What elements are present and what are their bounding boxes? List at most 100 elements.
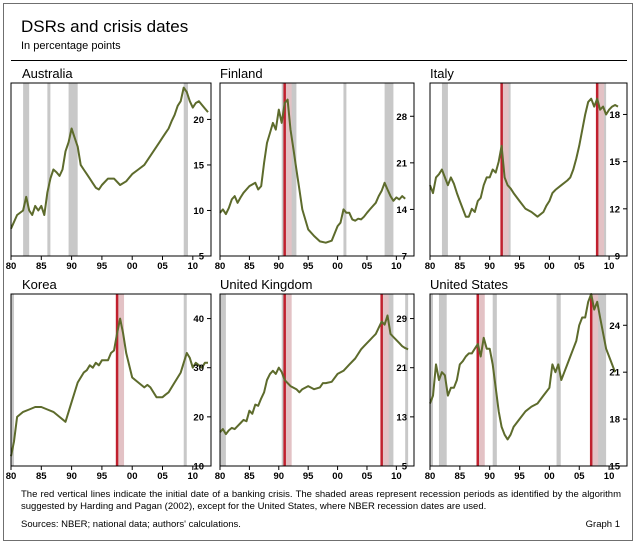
plot-border (219, 82, 415, 257)
crisis-shade-band (476, 294, 485, 466)
x-tick-label: 85 (36, 261, 47, 272)
recession-band (596, 294, 607, 466)
y-tick-label: 15 (609, 462, 620, 473)
x-tick-label: 95 (303, 471, 314, 482)
recession-band (68, 83, 78, 256)
recession-band (430, 294, 433, 466)
y-tick-label: 30 (193, 363, 204, 374)
y-tick-label: 18 (609, 415, 620, 426)
x-tick-label: 00 (544, 261, 555, 272)
y-tick-label: 21 (396, 363, 407, 374)
x-tick-label: 05 (574, 261, 585, 272)
graph-frame (3, 3, 633, 541)
x-tick-label: 90 (273, 471, 284, 482)
x-tick-label: 90 (66, 471, 77, 482)
x-tick-label: 00 (127, 471, 138, 482)
x-tick-label: 85 (244, 261, 255, 272)
x-tick-label: 10 (188, 471, 199, 482)
y-tick-label: 10 (193, 206, 204, 217)
plot-border (429, 82, 628, 257)
recession-band (183, 294, 187, 466)
x-tick-label: 95 (97, 261, 108, 272)
x-tick-label: 90 (273, 261, 284, 272)
dsr-series-line (219, 98, 406, 244)
x-tick-label: 95 (514, 471, 525, 482)
x-tick-label: 05 (362, 261, 373, 272)
x-tick-label: 85 (455, 261, 466, 272)
footnote: The red vertical lines indicate the init… (21, 489, 621, 512)
dsr-series-line (429, 97, 619, 218)
x-tick-label: 10 (604, 471, 615, 482)
y-tick-label: 20 (193, 115, 204, 126)
y-tick-label: 28 (396, 112, 407, 123)
crisis-shade-band (590, 294, 599, 466)
dsr-series-line (429, 293, 617, 441)
recession-band (384, 83, 394, 256)
x-tick-label: 10 (604, 261, 615, 272)
recession-band (343, 83, 347, 256)
recession-band (438, 294, 447, 466)
panel-title-finland: Finland (220, 66, 263, 81)
dsr-series-line (219, 314, 409, 436)
plot-border (10, 82, 212, 257)
y-tick-label: 24 (609, 321, 620, 332)
panel-title-korea: Korea (22, 277, 57, 292)
x-tick-label: 80 (6, 471, 17, 482)
recession-band (405, 294, 409, 466)
plot-border (429, 293, 628, 467)
x-tick-label: 00 (332, 261, 343, 272)
panel-title-italy: Italy (430, 66, 454, 81)
x-tick-label: 85 (36, 471, 47, 482)
y-tick-label: 40 (193, 314, 204, 325)
x-tick-label: 90 (66, 261, 77, 272)
recession-band (11, 294, 15, 466)
dsr-series-line (10, 317, 208, 457)
x-tick-label: 85 (455, 471, 466, 482)
recession-band (220, 294, 226, 466)
crisis-shade-band (596, 83, 605, 256)
x-tick-label: 90 (484, 261, 495, 272)
x-tick-label: 80 (215, 471, 226, 482)
sources-note: Sources: NBER; national data; authors' c… (21, 519, 241, 530)
y-tick-label: 15 (609, 157, 620, 168)
y-tick-label: 18 (609, 110, 620, 121)
graph-subtitle: In percentage points (21, 40, 121, 52)
crisis-shade-band (116, 294, 125, 466)
x-tick-label: 80 (215, 261, 226, 272)
y-tick-label: 5 (199, 252, 205, 263)
recession-band (556, 294, 561, 466)
recession-band (47, 83, 51, 256)
x-tick-label: 00 (127, 261, 138, 272)
crisis-shade-band (380, 294, 389, 466)
y-tick-label: 29 (396, 314, 407, 325)
x-tick-label: 05 (157, 471, 168, 482)
y-tick-label: 12 (609, 204, 620, 215)
x-tick-label: 95 (514, 261, 525, 272)
dsr-series-line (10, 86, 209, 230)
y-tick-label: 5 (402, 462, 408, 473)
x-tick-label: 90 (484, 471, 495, 482)
x-tick-label: 80 (425, 471, 436, 482)
y-tick-label: 14 (396, 205, 407, 216)
y-tick-label: 9 (615, 252, 620, 263)
plot-border (10, 293, 212, 467)
recession-band (441, 83, 448, 256)
x-tick-label: 05 (362, 471, 373, 482)
x-tick-label: 10 (391, 261, 402, 272)
y-tick-label: 13 (396, 412, 407, 423)
title-rule (11, 60, 627, 61)
y-tick-label: 21 (609, 368, 620, 379)
panel-title-united-states: United States (430, 277, 509, 292)
x-tick-label: 00 (332, 471, 343, 482)
crisis-shade-band (283, 294, 292, 466)
x-tick-label: 10 (391, 471, 402, 482)
x-tick-label: 10 (188, 261, 199, 272)
x-tick-label: 95 (303, 261, 314, 272)
y-tick-label: 20 (193, 412, 204, 423)
crisis-shade-band (283, 83, 292, 256)
